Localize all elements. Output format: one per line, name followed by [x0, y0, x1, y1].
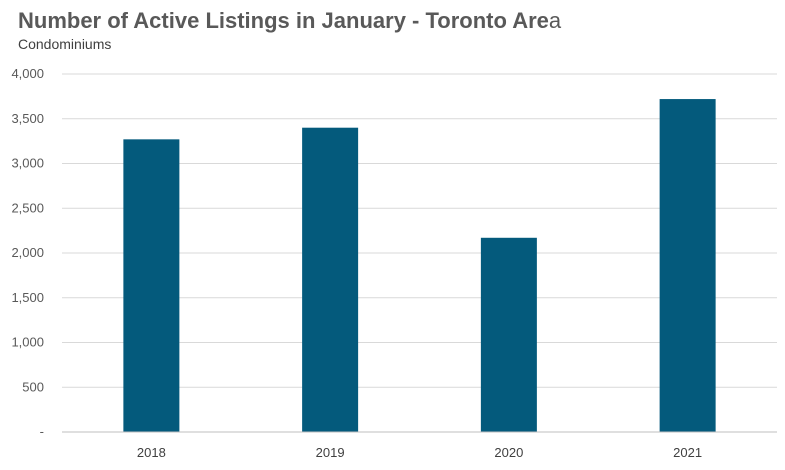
chart-title: Number of Active Listings in January - T…: [18, 8, 561, 34]
y-tick-label: 1,500: [11, 290, 44, 305]
chart-title-tail: a: [548, 8, 562, 33]
bars: [123, 99, 716, 432]
x-tick-label: 2020: [494, 445, 523, 460]
bar-2020: [480, 237, 537, 432]
y-axis-labels: - 500 1,000 1,500 2,000 2,500 3,000 3,500 4,000: [11, 66, 44, 439]
y-tick-label: 3,000: [11, 156, 44, 171]
y-tick-label: -: [40, 424, 44, 439]
x-tick-label: 2021: [673, 445, 702, 460]
y-tick-label: 500: [22, 379, 44, 394]
bar-2018: [123, 139, 180, 432]
y-tick-label: 2,500: [11, 200, 44, 215]
x-tick-label: 2019: [316, 445, 345, 460]
bar-2021: [659, 99, 716, 432]
chart-title-main: Number of Active Listings in January - T…: [18, 8, 549, 33]
gridlines: [62, 73, 777, 388]
y-tick-label: 1,000: [11, 335, 44, 350]
chart-subtitle: Condominiums: [18, 36, 112, 52]
y-tick-label: 2,000: [11, 245, 44, 260]
x-tick-label: 2018: [137, 445, 166, 460]
y-tick-label: 3,500: [11, 111, 44, 126]
y-tick-label: 4,000: [11, 66, 44, 81]
x-axis-labels: 2018 2019 2020 2021: [137, 445, 702, 460]
bar-2019: [302, 127, 359, 432]
